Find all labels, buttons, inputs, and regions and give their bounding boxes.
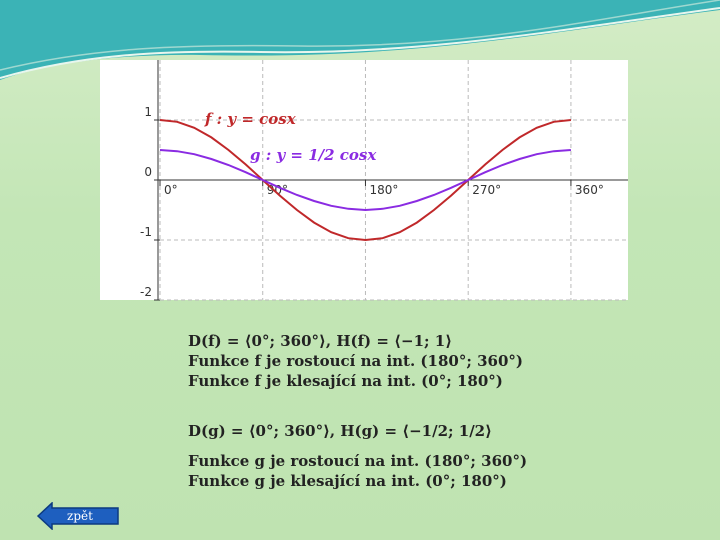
x-tick-label: 360° (575, 183, 604, 197)
x-tick-label: 0° (164, 183, 178, 197)
x-tick-label: 90° (267, 183, 288, 197)
text-line: Funkce g je klesající na int. (0°; 180°) (188, 472, 507, 490)
y-tick-label: 0 (144, 165, 152, 179)
x-tick-label: 270° (472, 183, 501, 197)
series-label: g : y = 1/2 cosx (250, 146, 377, 164)
text-line: D(g) = ⟨0°; 360°⟩, H(g) = ⟨−1/2; 1/2⟩ (188, 422, 492, 440)
text-line: D(f) = ⟨0°; 360°⟩, H(f) = ⟨−1; 1⟩ (188, 332, 453, 350)
back-button-label[interactable]: zpět (67, 509, 93, 523)
text-line: Funkce f je klesající na int. (0°; 180°) (188, 372, 503, 390)
chart: 1 0 -1 -2 0° 90° 180° 270° 360° f : y = cosx g : y… (140, 60, 628, 301)
series-line (159, 119, 572, 242)
text-line: Funkce g je rostoucí na int. (180°; 360°… (188, 452, 528, 470)
series-label: f : y = cosx (204, 110, 297, 128)
header-decoration (0, 0, 720, 80)
y-tick-label: 1 (144, 105, 152, 119)
y-tick-label: -1 (140, 225, 152, 239)
back-button[interactable]: zpět (36, 502, 120, 530)
text-line: Funkce f je rostoucí na int. (180°; 360°… (188, 352, 524, 370)
y-tick-label: -2 (140, 285, 152, 299)
series-line (159, 149, 571, 212)
x-tick-label: 180° (369, 183, 398, 197)
